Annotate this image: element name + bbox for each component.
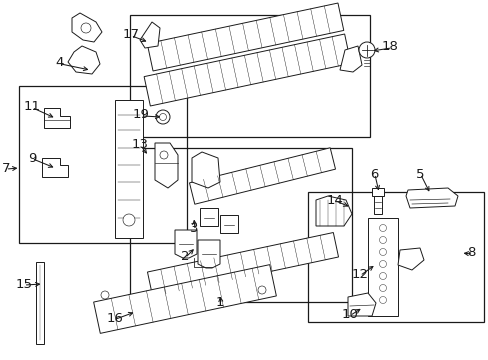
Polygon shape [405, 188, 457, 208]
Text: 5: 5 [415, 167, 424, 180]
Bar [19, 86, 186, 243]
Circle shape [156, 110, 170, 124]
Text: 3: 3 [189, 221, 198, 234]
Text: 12: 12 [351, 267, 368, 280]
Text: 19: 19 [132, 108, 149, 122]
Bar [307, 192, 483, 322]
Circle shape [379, 225, 386, 231]
Bar [367, 218, 397, 316]
Polygon shape [339, 46, 361, 72]
Bar [130, 15, 369, 137]
Text: 18: 18 [381, 40, 398, 54]
Bar [115, 100, 142, 238]
Polygon shape [42, 158, 68, 177]
Polygon shape [175, 230, 197, 258]
Circle shape [379, 284, 386, 292]
Polygon shape [198, 240, 220, 268]
Circle shape [379, 273, 386, 279]
Bar [130, 148, 351, 302]
Circle shape [160, 151, 168, 159]
Polygon shape [200, 208, 218, 226]
Polygon shape [192, 152, 220, 188]
Circle shape [123, 214, 135, 226]
Polygon shape [397, 248, 423, 270]
Circle shape [379, 237, 386, 243]
Text: 15: 15 [16, 278, 32, 291]
Polygon shape [72, 13, 102, 42]
Bar [371, 188, 383, 196]
Text: 13: 13 [131, 139, 148, 152]
Text: 4: 4 [56, 57, 64, 69]
Circle shape [358, 42, 374, 58]
Text: 9: 9 [28, 152, 36, 165]
Circle shape [81, 23, 91, 33]
Polygon shape [220, 215, 238, 233]
Text: 8: 8 [466, 247, 474, 260]
Polygon shape [315, 196, 351, 226]
Polygon shape [68, 46, 100, 74]
Text: 2: 2 [181, 249, 189, 262]
Polygon shape [147, 3, 343, 71]
Circle shape [258, 286, 265, 294]
Text: 17: 17 [122, 28, 139, 41]
Circle shape [379, 261, 386, 267]
Polygon shape [44, 108, 70, 128]
Text: 7: 7 [2, 162, 10, 175]
Polygon shape [189, 148, 335, 204]
Text: 16: 16 [106, 311, 123, 324]
Text: 11: 11 [23, 100, 41, 113]
Polygon shape [144, 34, 350, 106]
Circle shape [101, 291, 109, 299]
Circle shape [379, 248, 386, 256]
Circle shape [379, 297, 386, 303]
Text: 1: 1 [215, 296, 224, 309]
Bar [373, 196, 381, 214]
Polygon shape [155, 143, 178, 188]
Polygon shape [140, 22, 160, 48]
Text: 6: 6 [369, 167, 377, 180]
Text: 14: 14 [326, 194, 343, 207]
Polygon shape [93, 265, 276, 333]
Polygon shape [147, 233, 338, 297]
Text: 10: 10 [341, 307, 358, 320]
Polygon shape [347, 293, 375, 316]
Bar [36, 262, 44, 344]
